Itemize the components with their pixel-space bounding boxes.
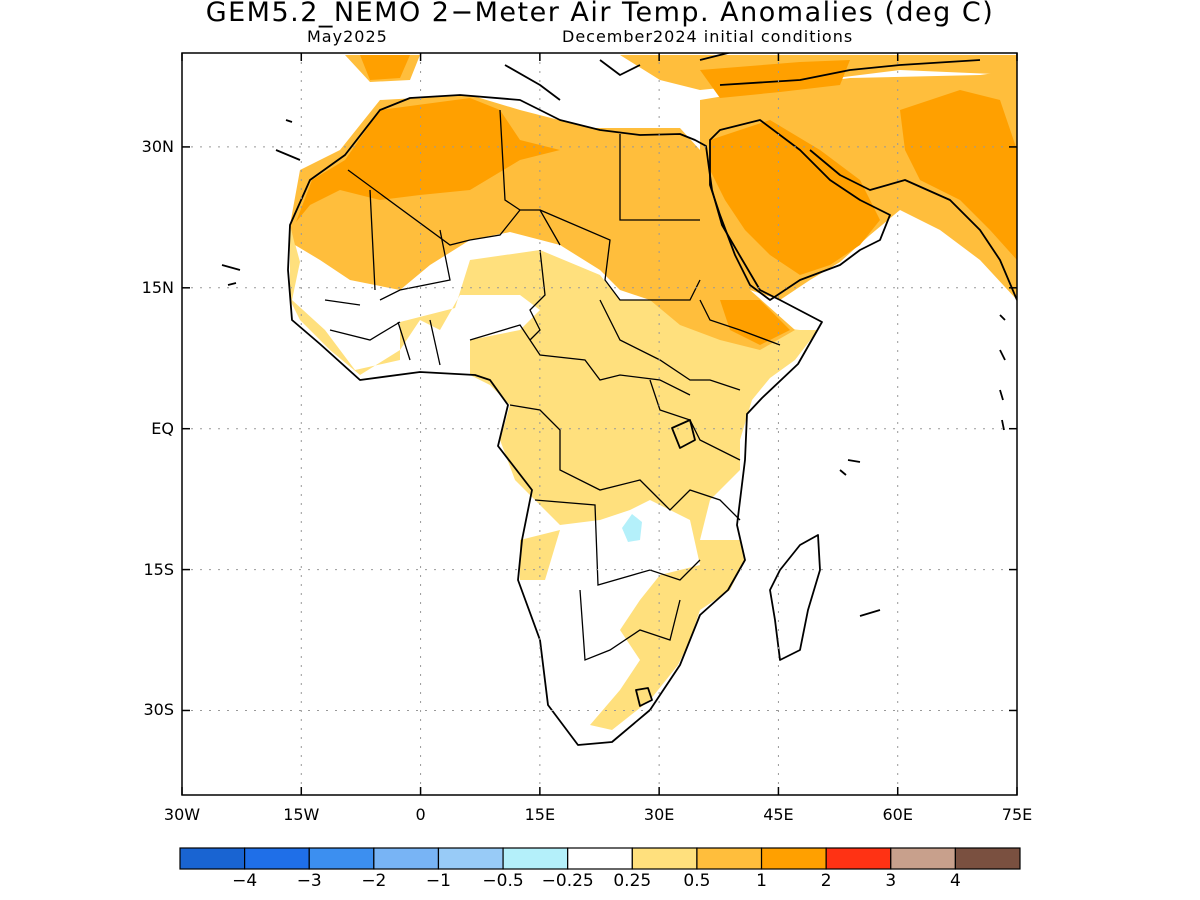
lon-tick-label: 0 <box>415 805 426 824</box>
lat-tick-label: 15N <box>141 277 174 297</box>
initial-conditions: December2024 initial conditions <box>562 27 854 46</box>
lon-tick-label: 15W <box>283 805 320 824</box>
coastlines <box>221 53 1017 746</box>
lon-tick-label: 45E <box>763 805 794 824</box>
colorbar-label: 4 <box>949 871 961 891</box>
colorbar-label: −1 <box>425 871 451 891</box>
map-frame <box>181 52 1018 796</box>
colorbar-swatch <box>631 847 698 870</box>
shade-light-blue <box>622 514 642 542</box>
colorbar <box>179 847 1021 870</box>
colorbar-swatch <box>308 847 375 870</box>
colorbar-label: 0.5 <box>683 871 711 891</box>
colorbar-label: 2 <box>820 871 832 891</box>
forecast-month: May2025 <box>307 27 388 46</box>
colorbar-swatch <box>179 847 246 870</box>
colorbar-label: −2 <box>361 871 387 891</box>
colorbar-label: −3 <box>296 871 322 891</box>
shade-dark-orange <box>296 55 1017 345</box>
colorbar-swatch <box>890 847 956 870</box>
lat-tick-label: EQ <box>151 418 174 438</box>
colorbar-swatch <box>696 847 763 870</box>
colorbar-swatch <box>373 847 440 870</box>
colorbar-swatch <box>954 847 1021 870</box>
colorbar-swatch <box>825 847 892 870</box>
colorbar-swatch <box>437 847 504 870</box>
colorbar-swatch <box>760 847 827 870</box>
shade-light-orange <box>290 225 818 730</box>
lon-tick-label: 30W <box>163 805 201 824</box>
lat-tick-label: 30S <box>143 700 174 720</box>
lon-tick-label: 75E <box>1001 805 1033 824</box>
axis-ticks <box>181 53 1018 795</box>
lon-tick-label: 30E <box>643 805 675 824</box>
colorbar-label: 0.25 <box>613 871 652 891</box>
colorbar-label: −0.25 <box>541 871 594 891</box>
map-title: GEM5.2_NEMO 2−Meter Air Temp. Anomalies … <box>205 0 995 28</box>
colorbar-label: 3 <box>885 871 897 891</box>
colorbar-label: −0.5 <box>482 871 524 891</box>
lon-tick-label: 60E <box>882 805 913 824</box>
country-borders <box>324 109 781 661</box>
lon-tick-label: 15E <box>524 805 556 824</box>
map-content <box>221 53 1017 746</box>
colorbar-label: −4 <box>232 871 258 891</box>
colorbar-label: 1 <box>756 871 767 891</box>
lat-tick-label: 30N <box>141 136 174 156</box>
colorbar-swatch <box>244 847 310 870</box>
colorbar-swatch <box>502 847 569 870</box>
colorbar-swatch <box>567 847 633 870</box>
lat-tick-label: 15S <box>143 559 174 579</box>
